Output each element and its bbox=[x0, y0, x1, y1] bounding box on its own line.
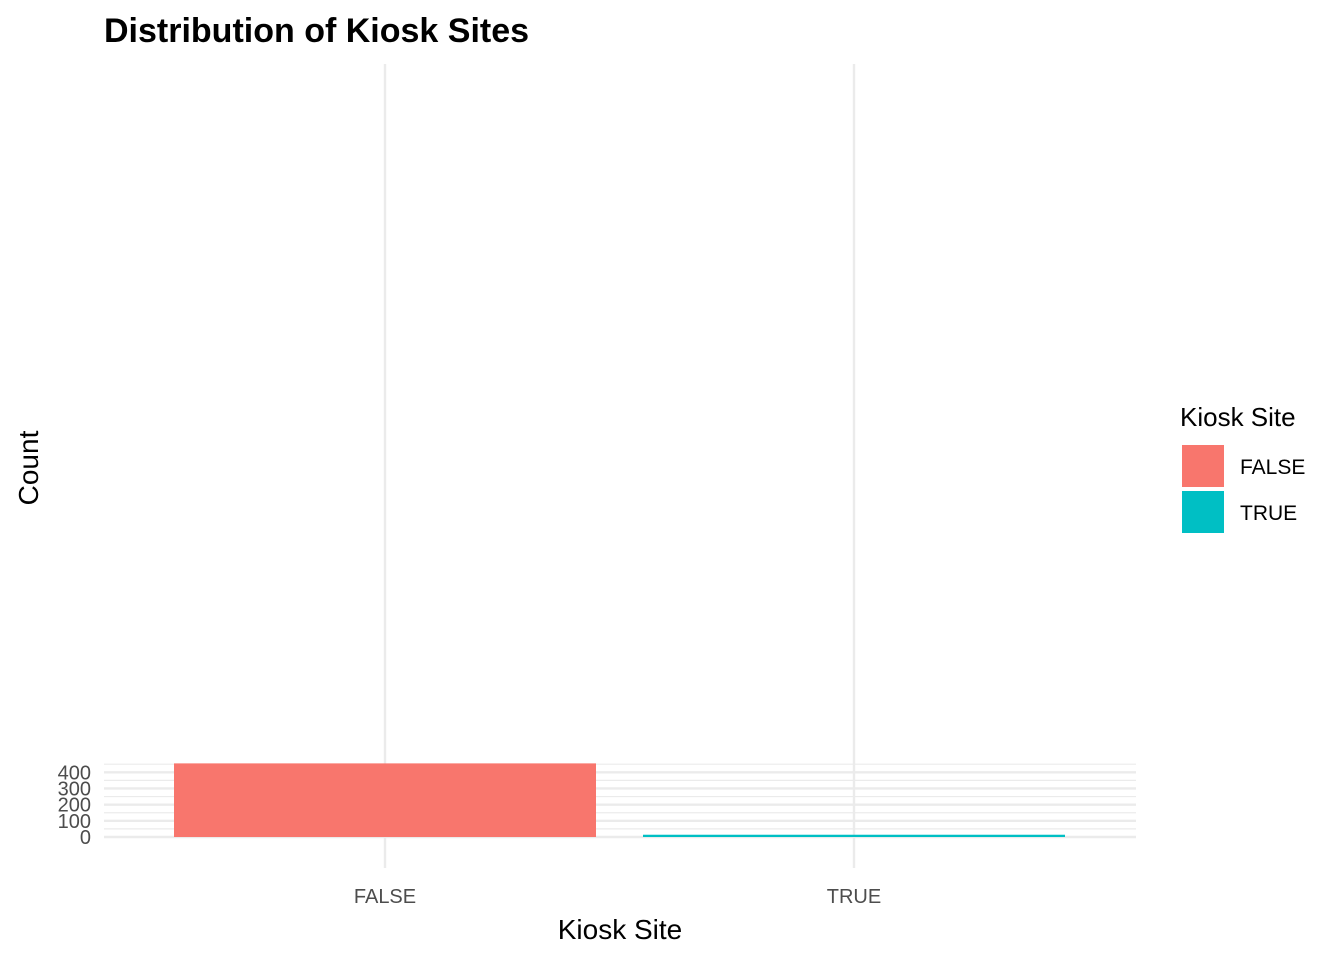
y-tick-label: 100 bbox=[58, 811, 91, 833]
bar-false bbox=[174, 763, 596, 837]
y-tick-label: 300 bbox=[58, 778, 91, 800]
bars bbox=[174, 763, 1065, 837]
legend-label-true: TRUE bbox=[1240, 502, 1297, 525]
y-tick-label: 0 bbox=[80, 827, 91, 849]
legend-swatch-false bbox=[1182, 445, 1224, 487]
legend-title: Kiosk Site bbox=[1180, 402, 1296, 432]
x-axis-ticks: FALSE TRUE bbox=[354, 886, 881, 908]
chart-title: Distribution of Kiosk Sites bbox=[104, 12, 529, 50]
bar-true bbox=[643, 834, 1065, 837]
x-axis-title: Kiosk Site bbox=[558, 914, 683, 945]
legend-label-false: FALSE bbox=[1240, 456, 1305, 479]
x-tick-label: TRUE bbox=[827, 886, 881, 908]
legend-swatch-true bbox=[1182, 491, 1224, 533]
y-tick-label: 400 bbox=[58, 762, 91, 784]
x-tick-label: FALSE bbox=[354, 886, 416, 908]
grid bbox=[104, 64, 1136, 868]
legend-items: FALSE TRUE bbox=[1182, 445, 1305, 533]
y-tick-label: 200 bbox=[58, 795, 91, 817]
legend: Kiosk Site FALSE TRUE bbox=[1180, 402, 1305, 533]
y-axis-title: Count bbox=[13, 430, 44, 505]
